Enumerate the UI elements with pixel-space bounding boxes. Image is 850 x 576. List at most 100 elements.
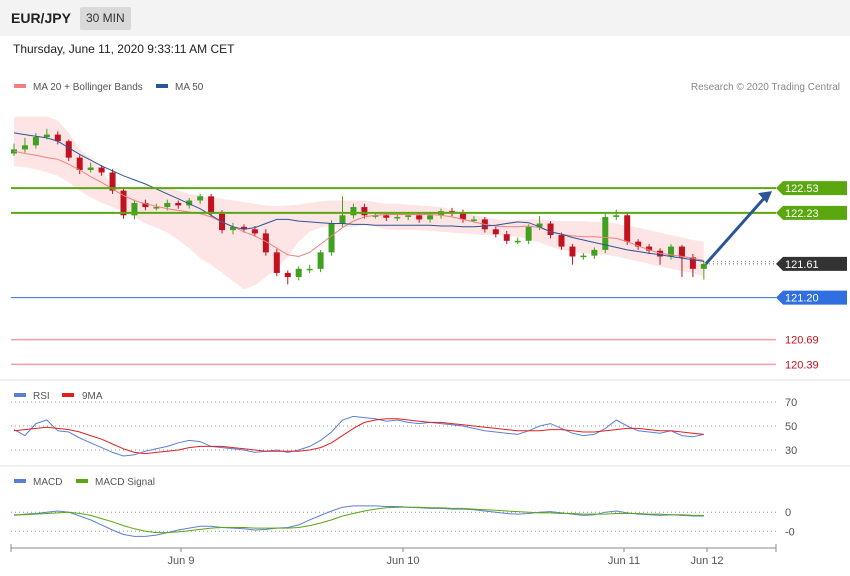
candle-body <box>350 207 357 216</box>
candle-body <box>186 200 193 206</box>
ma50-legend-label: MA 50 <box>175 82 204 93</box>
ma20-legend-label: MA 20 + Bollinger Bands <box>33 82 143 93</box>
candle-body <box>394 216 401 219</box>
candle-body <box>558 235 565 247</box>
current-price-label: 121.61 <box>785 259 819 271</box>
candle-body <box>284 272 291 278</box>
macd-tick-label: 0 <box>785 507 791 519</box>
candle-body <box>317 252 324 269</box>
resistance-2-tag <box>776 205 847 220</box>
rsi-tick-label: 50 <box>785 421 797 433</box>
candle-body <box>175 202 182 206</box>
candle-body <box>87 167 94 170</box>
x-tick-label: Jun 12 <box>690 555 723 567</box>
candle-body <box>547 223 554 236</box>
candle-body <box>208 196 215 214</box>
symbol-label: EUR/JPY <box>11 10 71 26</box>
candle-body <box>700 263 707 269</box>
candle-body <box>689 257 696 269</box>
candle-body <box>98 167 105 173</box>
candle-body <box>120 190 127 216</box>
candle-body <box>492 229 499 235</box>
candle-body <box>569 246 576 257</box>
candle-body <box>427 215 434 220</box>
candle-body <box>470 219 477 221</box>
resistance-1-label: 122.53 <box>785 183 819 195</box>
candle-body <box>197 196 204 201</box>
candle-body <box>153 207 160 209</box>
candle-body <box>525 226 532 241</box>
candle-body <box>328 223 335 253</box>
macd-legend-label: MACD <box>33 477 62 488</box>
candle-body <box>536 223 543 227</box>
candle-body <box>339 215 346 224</box>
x-tick-label: Jun 10 <box>386 555 419 567</box>
credit-label: Research © 2020 Trading Central <box>691 82 840 93</box>
candle-body <box>514 240 521 243</box>
candle-body <box>635 241 642 247</box>
candle-body <box>361 207 368 216</box>
top-bar: EUR/JPY 30 MIN <box>0 0 850 36</box>
resistance-2-label: 122.23 <box>785 208 819 220</box>
candle-body <box>372 215 379 217</box>
macd-tick-label: -0 <box>785 526 795 538</box>
rsi-legend-swatch <box>14 393 26 397</box>
ma20-line <box>13 150 704 262</box>
candle-body <box>295 268 302 278</box>
candle-body <box>273 252 280 273</box>
bollinger-band <box>14 116 704 290</box>
candle-body <box>624 215 631 242</box>
candle-body <box>668 246 674 257</box>
rsi-ma-legend-label: 9MA <box>82 391 103 402</box>
x-tick-label: Jun 11 <box>608 555 640 567</box>
projection-arrow-head <box>758 191 772 204</box>
rsi-ma-line <box>13 418 704 455</box>
candle-body <box>602 216 609 250</box>
macd-signal-line <box>14 506 704 534</box>
support-3-label: 120.39 <box>785 359 819 371</box>
candle-body <box>459 212 466 220</box>
macd-signal-legend-swatch <box>76 479 88 483</box>
candle-body <box>54 134 61 142</box>
candle-body <box>591 249 598 256</box>
rsi-tick-label: 70 <box>785 397 797 409</box>
rsi-line <box>13 415 704 457</box>
candle-body <box>613 215 620 217</box>
candle-body <box>580 255 587 258</box>
candle-body <box>503 234 510 241</box>
support-2-label: 120.69 <box>785 335 819 347</box>
ma20-legend-swatch <box>14 84 26 88</box>
current-price-tag <box>776 256 847 271</box>
timeframe-button[interactable]: 30 MIN <box>80 7 131 30</box>
chart-datetime: Thursday, June 11, 2020 9:33:11 AM CET <box>13 42 235 56</box>
candle-body <box>262 233 269 253</box>
candle-body <box>383 215 390 218</box>
candle-body <box>678 246 685 258</box>
ma50-legend-swatch <box>156 84 168 88</box>
candle-body <box>109 172 116 191</box>
candle-body <box>646 246 653 251</box>
candle-body <box>142 202 149 208</box>
projection-arrow <box>704 195 768 265</box>
macd-legend-swatch <box>14 479 26 483</box>
candle-body <box>76 157 83 170</box>
rsi-ma-legend-swatch <box>62 393 74 397</box>
rsi-tick-label: 30 <box>785 445 797 457</box>
candle-body <box>43 134 50 138</box>
macd-signal-legend-label: MACD Signal <box>95 477 155 488</box>
support-1-tag <box>776 290 847 305</box>
candle-body <box>416 215 423 220</box>
candle-body <box>65 141 72 158</box>
resistance-1-tag <box>776 181 847 196</box>
x-tick-label: Jun 9 <box>168 555 195 567</box>
rsi-legend-label: RSI <box>33 391 50 402</box>
candle-body <box>306 268 313 271</box>
candle-body <box>405 215 412 217</box>
candle-body <box>164 202 171 208</box>
candle-body <box>21 145 28 150</box>
macd-line <box>13 505 704 537</box>
candle-body <box>251 229 258 234</box>
support-1-label: 121.20 <box>785 293 819 305</box>
ma50-line <box>13 132 704 262</box>
